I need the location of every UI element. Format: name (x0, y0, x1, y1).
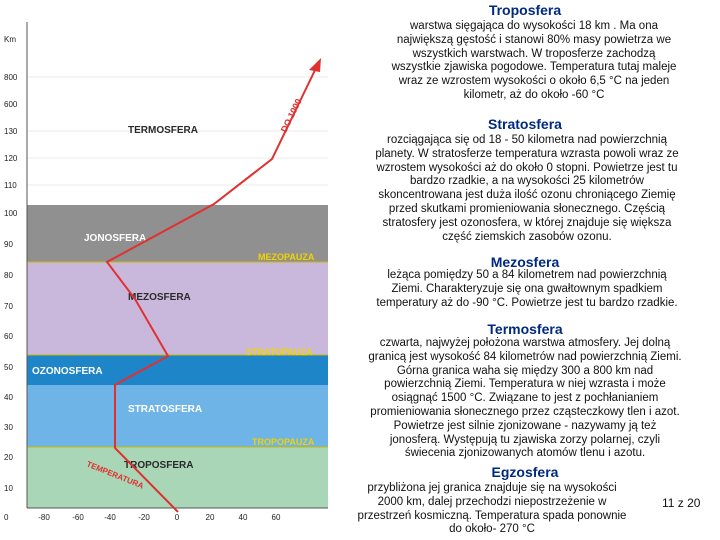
x-tick-label: 40 (239, 513, 248, 522)
text-line: świecenia zjonizowanych atomów tlenu i a… (404, 447, 646, 460)
y-tick-label: 600 (4, 100, 18, 109)
text-line: największą gęstość i stanowi 80% masy po… (396, 33, 672, 46)
text-line: część ziemskich zasobów ozonu. (442, 230, 612, 243)
y-tick-label: 120 (4, 154, 18, 163)
zone-label-mezosfera: MEZOSFERA (128, 292, 191, 303)
text-line: jonosferą. Występują tu zjawiska zorzy p… (389, 433, 661, 446)
page-number: 11 z 20 (662, 496, 701, 510)
text-line: warstwa sięgająca do wysokości 18 km . M… (410, 20, 658, 32)
section-body-egzosfera: przybliżona jej granica znajduje się na … (332, 482, 652, 537)
x-tick-label: 60 (272, 513, 281, 522)
x-tick-label: -20 (138, 513, 150, 522)
x-tick-labels: -80 -60 -40 -20 0 20 40 60 (38, 513, 281, 522)
text-line: stratosfery jest ozonosfera, w której zn… (382, 216, 672, 229)
y-tick-label: 70 (4, 302, 13, 311)
zone-mezosfera-band (27, 262, 328, 355)
text-line: promieniowania słonecznego przez cząstec… (370, 405, 680, 418)
text-line: wraz ze wzrostem wysokości o około 6,5 °… (398, 75, 670, 88)
text-line: kilometr, aż do około -60 °C (463, 88, 605, 101)
temperature-curve (105, 65, 318, 513)
text-line: wszystkie zjawiska pogodowe. Temperatura… (391, 61, 677, 74)
section-title-egzosfera: Egzosfera (491, 464, 559, 480)
y-tick-label: 10 (4, 484, 13, 493)
zone-label-ozonosfera: OZONOSFERA (32, 366, 103, 377)
text-line: wszystkich warstwach. W troposferze zach… (412, 47, 656, 60)
zone-stratosfera-band (27, 385, 328, 447)
text-line: przestrzeń kosmiczną. Temperatura spada … (357, 509, 627, 522)
zone-label-troposfera: TROPOSFERA (124, 460, 193, 471)
axis-unit-label: Km (4, 35, 16, 44)
grid-lines (27, 76, 328, 186)
x-tick-label: -60 (72, 513, 84, 522)
atmosphere-diagram: Km 8006001301201101009080706050403020100… (4, 22, 328, 522)
x-tick-label: -80 (38, 513, 50, 522)
y-tick-label: 50 (4, 363, 13, 372)
text-line: przed skutkami promieniowania słoneczneg… (388, 202, 666, 215)
section-title-termosfera: Termosfera (487, 321, 563, 337)
section-body-troposfera: warstwa sięgająca do wysokości 18 km . M… (348, 20, 720, 103)
zone-troposfera-band (27, 447, 328, 508)
y-tick-label: 60 (4, 332, 13, 341)
text-line: Ziemi. Charakteryzuje się ona gwałtownym… (391, 282, 663, 295)
text-line: Powietrze jest silnie zjonizowane - nazy… (393, 419, 657, 432)
section-title-troposfera: Troposfera (488, 2, 562, 18)
text-line: do około- 270 °C (449, 523, 535, 536)
text-line: rozciągająca się od 18 - 50 kilometra na… (387, 134, 667, 146)
x-tick-label: -40 (104, 513, 116, 522)
zone-label-stratosfera: STRATOSFERA (128, 404, 202, 415)
y-tick-label: 20 (4, 453, 13, 462)
boundary-label-tropopauza: TROPOPAUZA (252, 437, 315, 447)
y-tick-label: 0 (4, 513, 9, 522)
y-tick-label: 80 (4, 271, 13, 280)
zone-label-termosfera: TERMOSFERA (128, 125, 198, 136)
text-line: Górna granica waha się między 300 a 800 … (396, 364, 654, 377)
zone-label-jonosfera: JONOSFERA (84, 233, 146, 244)
x-tick-label: 20 (206, 513, 215, 522)
y-tick-label: 30 (4, 423, 13, 432)
section-title-stratosfera: Stratosfera (488, 116, 562, 132)
zone-jonosfera-band (27, 205, 328, 262)
y-tick-label: 40 (4, 393, 13, 402)
text-line: czwarta, najwyżej położona warstwa atmos… (379, 337, 671, 349)
section-body-stratosfera: rozciągająca się od 18 - 50 kilometra na… (334, 134, 720, 244)
text-line: granicą jest wysokość 84 kilometrów nad … (368, 350, 682, 363)
zone-ozonosfera-band (27, 355, 328, 385)
text-line: bardzo rzadkie, a na wysokości 25 kilome… (410, 175, 644, 188)
text-line: przybliżona jej granica znajduje się na … (367, 482, 617, 494)
section-body-mezosfera: leżąca pomiędzy 50 a 84 kilometrem nad p… (334, 269, 720, 310)
text-line: 2000 km, dalej przechodzi niepostrzeżeni… (377, 495, 607, 508)
y-tick-label: 90 (4, 240, 13, 249)
text-line: temperatury aż do -90 °C. Powietrze jest… (376, 296, 678, 309)
temperature-curve-arrowhead (309, 58, 321, 72)
boundary-label-mezopauza: MEZOPAUZA (258, 252, 315, 262)
x-tick-label: 0 (175, 513, 180, 522)
text-line: planety. W stratosferze temperatura wzra… (375, 147, 679, 160)
text-line: wzrostem wysokości aż do około 0 stopni.… (376, 161, 678, 174)
text-line: powierzchnią Ziemi. Temperatura w niej w… (384, 378, 666, 391)
y-tick-label: 110 (4, 181, 17, 190)
zone-termosfera-band (27, 22, 328, 205)
boundary-label-stratopauza: STRATOPAUZA (246, 347, 313, 357)
section-body-termosfera: czwarta, najwyżej położona warstwa atmos… (330, 337, 720, 461)
text-line: osiągnąć 1500 °C. Związane to jest z poc… (391, 392, 659, 405)
y-tick-label: 100 (4, 209, 18, 218)
y-tick-label: 130 (4, 127, 18, 136)
section-title-mezosfera: Mezosfera (490, 254, 560, 270)
y-tick-label: 800 (4, 73, 18, 82)
text-line: skoncentrowana jest duża ilość ozonu chr… (378, 189, 676, 202)
text-line: leżąca pomiędzy 50 a 84 kilometrem nad p… (387, 269, 667, 281)
